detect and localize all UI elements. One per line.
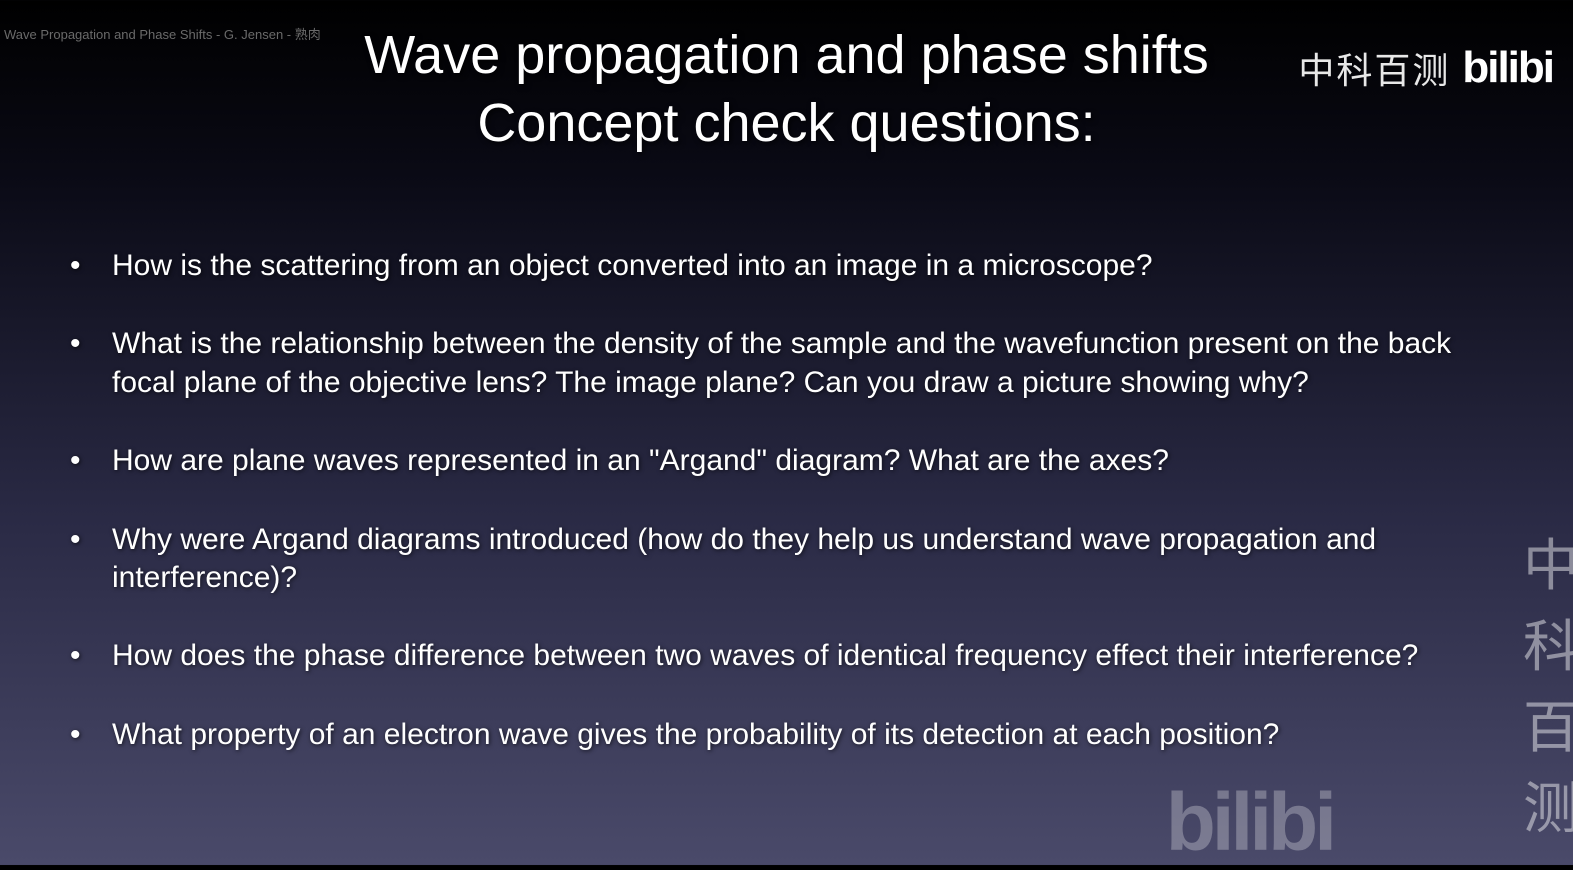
list-item: Why were Argand diagrams introduced (how… — [70, 521, 1513, 598]
title-line-2: Concept check questions: — [0, 90, 1573, 158]
list-item: What is the relationship between the den… — [70, 325, 1513, 402]
list-item: What property of an electron wave gives … — [70, 716, 1513, 754]
watermark-top: 中科百测 bilibi — [1298, 42, 1553, 94]
list-item: How are plane waves represented in an "A… — [70, 442, 1513, 480]
list-item: How is the scattering from an object con… — [70, 247, 1513, 285]
concept-questions-list: How is the scattering from an object con… — [0, 247, 1573, 754]
watermark-bilibili-bg-text: bilibi — [1166, 776, 1333, 870]
watermark-bilibili-text: bilibi — [1462, 43, 1553, 93]
video-caption: Wave Propagation and Phase Shifts - G. J… — [4, 24, 321, 43]
watermark-cn-text: 中科百测 — [1298, 42, 1450, 94]
list-item: How does the phase difference between tw… — [70, 637, 1513, 675]
watermark-cn-bg-text: 中科百测 — [1523, 521, 1573, 845]
